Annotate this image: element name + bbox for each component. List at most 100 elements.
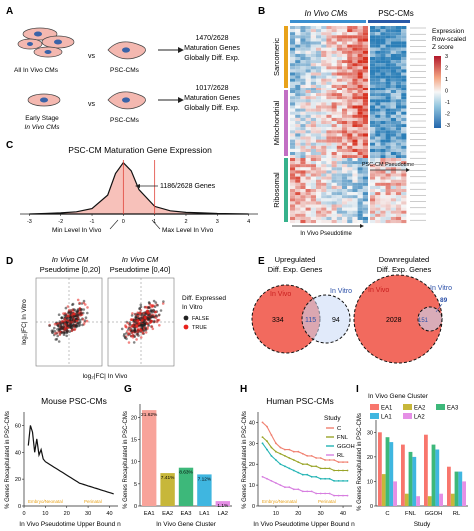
heatmap-cell: [375, 130, 381, 134]
scatter-point: [136, 327, 140, 331]
heatmap-cell: [352, 179, 358, 183]
heatmap-cell: [336, 66, 342, 70]
heatmap-cell: [380, 88, 386, 92]
heatmap-cell: [385, 195, 391, 199]
f-y-tick-label: 20: [15, 477, 21, 483]
heatmap-cell: [375, 167, 381, 171]
heatmap-cell: [401, 207, 407, 211]
heatmap-cell: [385, 192, 391, 196]
heatmap-cell: [310, 60, 316, 64]
heatmap-cell: [331, 93, 337, 97]
heatmap-cell: [390, 124, 396, 128]
heatmap-cell: [362, 164, 368, 168]
heatmap-cell: [331, 35, 337, 39]
heatmap-cell: [290, 26, 296, 30]
heatmap-cells: [290, 26, 407, 224]
heatmap-cell: [385, 26, 391, 30]
heatmap-cell: [362, 130, 368, 134]
heatmap-cell: [290, 32, 296, 36]
heatmap-cell: [310, 29, 316, 33]
heatmap-cell: [331, 216, 337, 220]
heatmap-cell: [331, 176, 337, 180]
heatmap-cell: [321, 192, 327, 196]
heatmap-cell: [352, 117, 358, 121]
heatmap-cell: [352, 84, 358, 88]
f-y-tick-label: 40: [15, 450, 21, 456]
heatmap-cell: [396, 84, 402, 88]
heatmap-cell: [342, 170, 348, 174]
heatmap-cell: [362, 210, 368, 214]
heatmap-cell: [331, 139, 337, 143]
scatter-point: [137, 334, 140, 337]
heatmap-cell: [370, 105, 376, 109]
heatmap-cell: [375, 121, 381, 125]
heatmap-cell: [305, 75, 311, 79]
scatter-point: [57, 329, 61, 332]
heatmap-cell: [347, 44, 353, 48]
heatmap-cell: [300, 204, 306, 208]
heatmap-cell: [290, 78, 296, 82]
heatmap-cell: [385, 102, 391, 106]
heatmap-cell: [347, 213, 353, 217]
i-y-tick-label: 20: [367, 455, 373, 461]
heatmap-cell: [316, 50, 322, 54]
heatmap-cell: [342, 108, 348, 112]
d-x-label: log₂|FC| In Vivo: [83, 373, 128, 380]
heatmap-cell: [316, 96, 322, 100]
heatmap-cell: [305, 185, 311, 189]
heatmap-cell: [375, 96, 381, 100]
heatmap-cell: [347, 164, 353, 168]
heatmap-cell: [310, 152, 316, 156]
heatmap-cell: [370, 81, 376, 85]
scatter-point: [70, 321, 73, 324]
heatmap-cell: [385, 41, 391, 45]
heatmap-cell: [357, 105, 363, 109]
heatmap-cell: [336, 189, 342, 193]
scatter-point: [133, 329, 137, 332]
heatmap-cell: [321, 204, 327, 208]
heatmap-cell: [370, 130, 376, 134]
heatmap-cell: [342, 173, 348, 177]
heatmap-cell: [357, 124, 363, 128]
heatmap-cell: [326, 176, 332, 180]
c-tick-label: -1: [90, 219, 95, 225]
heatmap-cell: [295, 84, 301, 88]
heatmap-cell: [396, 170, 402, 174]
heatmap-cell: [331, 195, 337, 199]
heatmap-cell: [336, 179, 342, 183]
heatmap-cell: [326, 108, 332, 112]
heatmap-cell: [357, 60, 363, 64]
heatmap-cell: [305, 176, 311, 180]
c-tick-label: 0: [122, 219, 125, 225]
heatmap-cell: [295, 69, 301, 73]
heatmap-cell: [352, 189, 358, 193]
heatmap-cell: [375, 155, 381, 159]
heatmap-cell: [370, 213, 376, 217]
heatmap-cell: [401, 38, 407, 42]
b-col-invivo: In Vivo CMs: [305, 9, 348, 18]
i-bar: [431, 444, 436, 506]
heatmap-cell: [390, 121, 396, 125]
heatmap-cell: [396, 29, 402, 33]
heatmap-cell: [401, 26, 407, 30]
scatter-point: [53, 326, 56, 330]
heatmap-cell: [370, 26, 376, 30]
heatmap-cell: [316, 35, 322, 39]
heatmap-cell: [396, 145, 402, 149]
heatmap-cell: [362, 127, 368, 131]
h-series-point: [342, 469, 344, 472]
heatmap-cell: [295, 57, 301, 61]
heatmap-cell: [362, 192, 368, 196]
heatmap-cell: [300, 164, 306, 168]
b-xlabel-invivo: In Vivo Pseudotime: [300, 231, 352, 237]
heatmap-cell: [362, 155, 368, 159]
heatmap-cell: [380, 38, 386, 42]
heatmap-cell: [326, 99, 332, 103]
heatmap-cell: [336, 32, 342, 36]
heatmap-cell: [300, 114, 306, 118]
heatmap-cell: [401, 155, 407, 159]
heatmap-cell: [316, 198, 322, 202]
heatmap-cell: [370, 207, 376, 211]
heatmap-cell: [321, 81, 327, 85]
